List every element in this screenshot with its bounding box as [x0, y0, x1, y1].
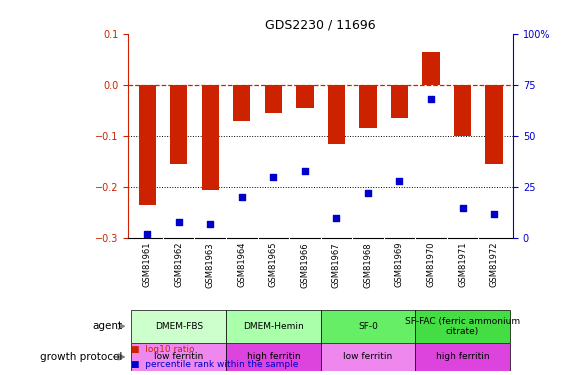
- Bar: [233, 85, 251, 121]
- Point: [300, 168, 310, 174]
- Bar: [226, 343, 321, 371]
- Text: ■  percentile rank within the sample: ■ percentile rank within the sample: [131, 360, 298, 369]
- Text: high ferritin: high ferritin: [436, 352, 489, 362]
- Text: GSM81963: GSM81963: [206, 242, 215, 288]
- Text: low ferritin: low ferritin: [343, 352, 392, 362]
- Point: [395, 178, 404, 184]
- Point: [237, 194, 247, 200]
- Bar: [359, 85, 377, 128]
- Bar: [391, 85, 408, 118]
- Bar: [415, 310, 510, 343]
- Point: [174, 219, 184, 225]
- Bar: [328, 85, 345, 144]
- Point: [332, 215, 341, 221]
- Text: SF-FAC (ferric ammonium
citrate): SF-FAC (ferric ammonium citrate): [405, 316, 520, 336]
- Point: [458, 205, 467, 211]
- Text: growth protocol: growth protocol: [40, 352, 122, 362]
- Text: GSM81965: GSM81965: [269, 242, 278, 287]
- Point: [363, 190, 373, 196]
- Bar: [422, 52, 440, 85]
- Title: GDS2230 / 11696: GDS2230 / 11696: [265, 18, 376, 31]
- Bar: [454, 85, 471, 136]
- Bar: [131, 343, 226, 371]
- Text: GSM81969: GSM81969: [395, 242, 404, 287]
- Text: GSM81961: GSM81961: [143, 242, 152, 287]
- Text: ■  log10 ratio: ■ log10 ratio: [131, 345, 195, 354]
- Bar: [321, 310, 415, 343]
- Point: [206, 221, 215, 227]
- Bar: [415, 343, 510, 371]
- Point: [490, 211, 499, 217]
- Text: GSM81964: GSM81964: [237, 242, 246, 287]
- Point: [142, 231, 152, 237]
- Text: GSM81968: GSM81968: [363, 242, 373, 288]
- Text: GSM81962: GSM81962: [174, 242, 183, 287]
- Bar: [202, 85, 219, 190]
- Bar: [131, 310, 226, 343]
- Point: [426, 96, 436, 102]
- Text: GSM81970: GSM81970: [427, 242, 436, 287]
- Bar: [296, 85, 314, 108]
- Text: SF-0: SF-0: [358, 322, 378, 331]
- Bar: [321, 343, 415, 371]
- Text: GSM81972: GSM81972: [490, 242, 498, 287]
- Bar: [486, 85, 503, 164]
- Text: DMEM-FBS: DMEM-FBS: [154, 322, 203, 331]
- Bar: [265, 85, 282, 113]
- Bar: [139, 85, 156, 205]
- Text: low ferritin: low ferritin: [154, 352, 203, 362]
- Bar: [170, 85, 187, 164]
- Text: DMEM-Hemin: DMEM-Hemin: [243, 322, 304, 331]
- Text: GSM81971: GSM81971: [458, 242, 467, 287]
- Point: [269, 174, 278, 180]
- Text: agent: agent: [92, 321, 122, 331]
- Bar: [226, 310, 321, 343]
- Text: high ferritin: high ferritin: [247, 352, 300, 362]
- Text: GSM81967: GSM81967: [332, 242, 341, 288]
- Text: GSM81966: GSM81966: [300, 242, 310, 288]
